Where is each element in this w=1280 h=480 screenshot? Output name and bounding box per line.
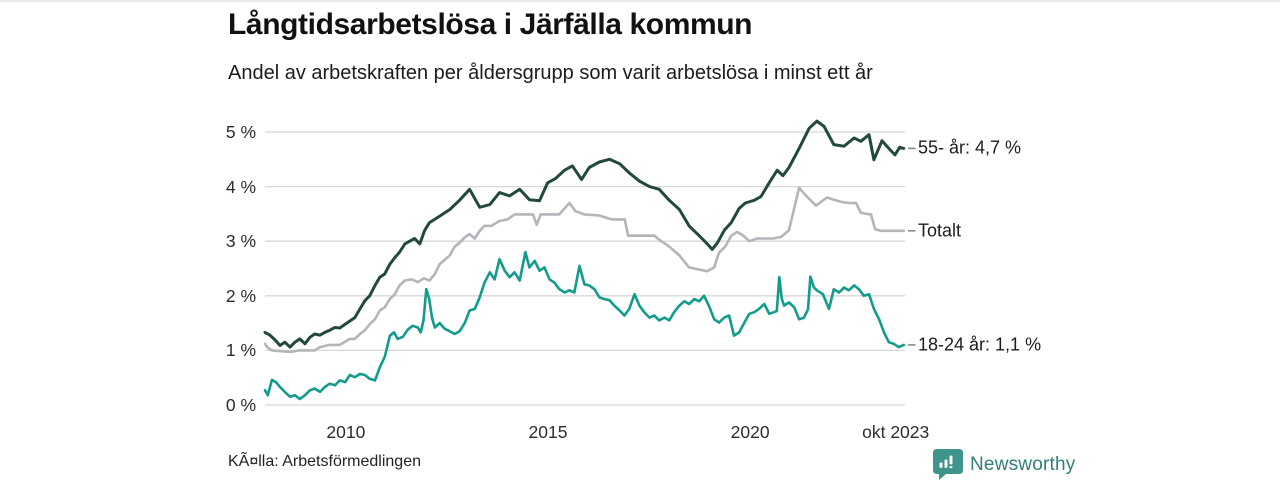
x-axis-tick-2015: 2015 (528, 422, 568, 442)
y-axis-tick-3: 3 % (225, 231, 256, 252)
newsworthy-wordmark: Newsworthy (970, 454, 1076, 475)
series-label-totalt: Totalt (918, 220, 962, 241)
y-axis-tick-0: 0 % (225, 395, 256, 415)
y-axis-tick-5: 5 % (225, 122, 256, 142)
y-axis-tick-2: 2 % (225, 285, 256, 306)
chart-subtitle: Andel av arbetskraften per åldersgrupp s… (228, 62, 873, 84)
y-axis-tick-4: 4 % (225, 176, 256, 197)
series-label-18-24: 18-24 år: 1,1 % (918, 334, 1042, 355)
x-axis-tick-2010: 2010 (326, 422, 366, 442)
newsworthy-icon (933, 449, 963, 480)
x-axis-tick-2020: 2020 (730, 422, 770, 442)
series-label-55-plus: 55- år: 4,7 % (918, 137, 1022, 158)
chart-title: Långtidsarbetslösa i Järfälla kommun (228, 8, 753, 41)
y-axis-tick-1: 1 % (225, 340, 256, 361)
newsworthy-logo: Newsworthy (933, 449, 1075, 480)
x-axis-tick-okt-2023: okt 2023 (862, 422, 930, 442)
source-note: KÃ¤lla: Arbetsförmedlingen (228, 453, 421, 470)
